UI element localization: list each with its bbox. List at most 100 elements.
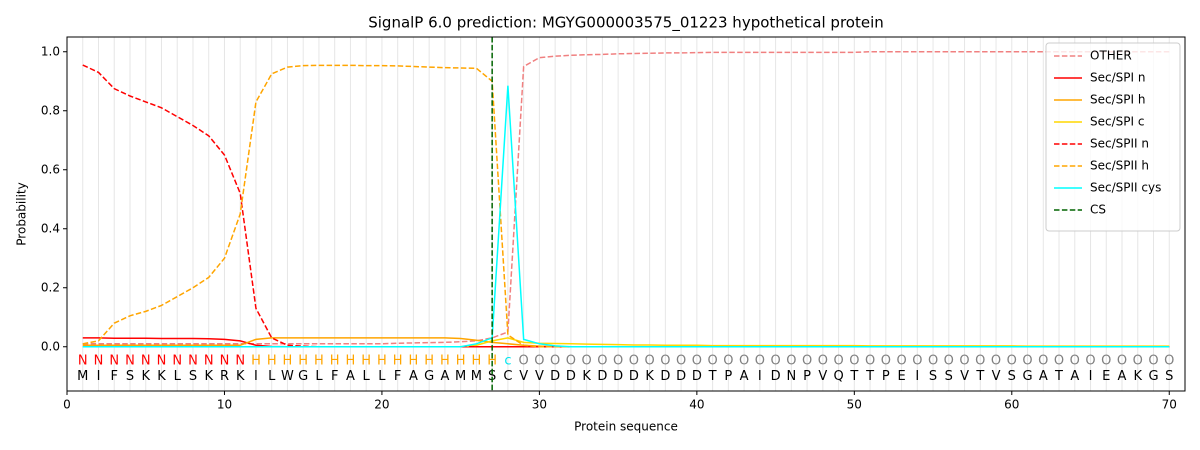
region-label: O	[1117, 353, 1127, 368]
region-label: O	[645, 353, 655, 368]
residue-label: A	[440, 369, 449, 384]
x-tick-label: 20	[374, 398, 389, 412]
residue-label: S	[929, 369, 937, 384]
region-label: N	[78, 353, 88, 368]
residue-label: A	[1070, 369, 1079, 384]
region-label: H	[346, 353, 356, 368]
region-label: H	[330, 353, 340, 368]
region-label: O	[881, 353, 891, 368]
residue-label: T	[975, 369, 984, 384]
y-tick-label: 0.4	[41, 221, 60, 235]
region-label: c	[504, 353, 511, 368]
residue-label: K	[645, 369, 654, 384]
region-label: O	[1148, 353, 1158, 368]
region-label: N	[94, 353, 104, 368]
x-tick-label: 60	[1004, 398, 1019, 412]
residue-label: L	[363, 369, 371, 384]
region-label: O	[912, 353, 922, 368]
region-label: H	[283, 353, 293, 368]
x-tick-label: 70	[1162, 398, 1177, 412]
region-label: O	[1022, 353, 1032, 368]
residue-label: F	[110, 369, 117, 384]
residue-label: D	[613, 369, 623, 384]
region-label: O	[770, 353, 780, 368]
region-label: O	[723, 353, 733, 368]
region-label: H	[440, 353, 450, 368]
residue-label: C	[503, 369, 512, 384]
region-label: H	[424, 353, 434, 368]
residue-label: E	[1102, 369, 1110, 384]
residue-label: T	[1054, 369, 1063, 384]
series-line	[82, 64, 1170, 348]
x-tick-label: 10	[217, 398, 232, 412]
residue-label: A	[1118, 369, 1127, 384]
y-tick-label: 0.0	[41, 339, 60, 353]
region-label: O	[833, 353, 843, 368]
residue-label: A	[409, 369, 418, 384]
residue-label: D	[550, 369, 560, 384]
x-tick-label: 50	[847, 398, 862, 412]
region-label: O	[975, 353, 985, 368]
residue-label: D	[692, 369, 702, 384]
residue-label: W	[281, 369, 294, 384]
region-label: O	[802, 353, 812, 368]
legend-label: OTHER	[1090, 49, 1132, 63]
region-label: O	[739, 353, 749, 368]
residue-label: P	[803, 369, 811, 384]
residue-label: D	[660, 369, 670, 384]
region-label: H	[267, 353, 277, 368]
residue-label: R	[220, 369, 229, 384]
region-label: O	[1070, 353, 1080, 368]
y-tick-label: 1.0	[41, 44, 60, 58]
region-label: O	[1007, 353, 1017, 368]
region-label: O	[582, 353, 592, 368]
region-label: O	[944, 353, 954, 368]
region-label: O	[755, 353, 765, 368]
residue-label: T	[849, 369, 858, 384]
residue-label: F	[394, 369, 401, 384]
residue-label: K	[1133, 369, 1142, 384]
residue-label: D	[771, 369, 781, 384]
region-label: H	[377, 353, 387, 368]
residue-label: T	[708, 369, 717, 384]
legend-label: Sec/SPI c	[1090, 115, 1144, 129]
residue-label: V	[535, 369, 544, 384]
residue-label: I	[915, 369, 919, 384]
region-label: H	[314, 353, 324, 368]
region-label: O	[1164, 353, 1174, 368]
region-label: O	[1101, 353, 1111, 368]
residue-label: I	[758, 369, 762, 384]
residue-label: L	[268, 369, 276, 384]
residue-label: M	[471, 369, 482, 384]
region-label: O	[534, 353, 544, 368]
region-label: O	[566, 353, 576, 368]
residue-label: K	[236, 369, 245, 384]
region-label: N	[188, 353, 198, 368]
residue-label: D	[629, 369, 639, 384]
residue-label: D	[597, 369, 607, 384]
residue-label: A	[740, 369, 749, 384]
region-label: H	[456, 353, 466, 368]
legend-box	[1045, 42, 1181, 232]
legend-label: Sec/SPI h	[1090, 93, 1145, 107]
x-tick-label: 0	[63, 398, 71, 412]
y-axis-label: Probability	[15, 182, 29, 245]
region-label: O	[865, 353, 875, 368]
region-label: H	[409, 353, 419, 368]
region-label: O	[597, 353, 607, 368]
residue-label: S	[126, 369, 134, 384]
region-label: N	[220, 353, 230, 368]
residue-label: P	[882, 369, 890, 384]
region-label: O	[613, 353, 623, 368]
x-axis-label: Protein sequence	[574, 420, 678, 434]
residue-label: N	[786, 369, 796, 384]
residue-label: I	[97, 369, 101, 384]
residue-label: E	[897, 369, 905, 384]
residue-label: M	[455, 369, 466, 384]
region-label: H	[298, 353, 308, 368]
residue-label: P	[724, 369, 732, 384]
region-label: O	[629, 353, 639, 368]
region-label: O	[1085, 353, 1095, 368]
